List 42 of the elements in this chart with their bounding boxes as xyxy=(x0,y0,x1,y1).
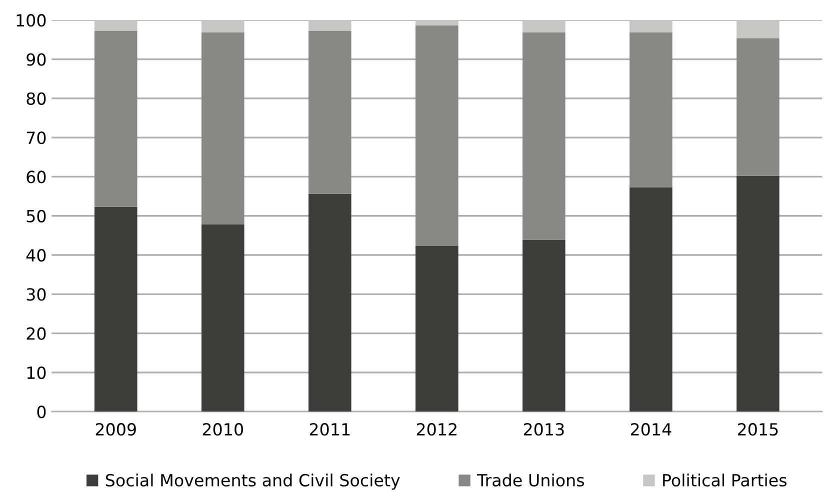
x-tick-label: 2013 xyxy=(524,423,564,436)
y-tick-label: 10 xyxy=(27,366,46,380)
y-tick-label: 90 xyxy=(26,53,46,66)
bar xyxy=(736,38,780,176)
bar xyxy=(94,206,138,412)
bar xyxy=(522,20,566,32)
bar xyxy=(736,20,780,38)
y-tick-label: 0 xyxy=(37,406,46,418)
x-tick-label: 2010 xyxy=(202,423,243,436)
bar xyxy=(630,32,672,188)
y-tick-label: 40 xyxy=(26,248,46,262)
bar xyxy=(522,240,566,412)
x-tick-label: 2009 xyxy=(96,423,136,436)
bar xyxy=(94,31,138,207)
legend-label: Political Parties xyxy=(663,474,786,487)
x-tick-label: 2015 xyxy=(738,423,778,436)
y-tick-label: 100 xyxy=(16,14,46,27)
bar xyxy=(308,194,352,412)
bar xyxy=(201,20,244,32)
x-tick-label: 2014 xyxy=(630,423,672,436)
y-tick-label: 70 xyxy=(26,132,46,144)
x-tick-label: 2012 xyxy=(416,423,456,436)
y-tick-label: 80 xyxy=(26,92,46,105)
bar xyxy=(416,26,458,246)
bar xyxy=(416,20,458,26)
x-tick-label: 2011 xyxy=(310,423,350,436)
y-tick-label: 30 xyxy=(26,288,46,301)
legend-label: Social Movements and Civil Society xyxy=(106,474,400,490)
bar xyxy=(416,246,458,412)
y-tick-label: 20 xyxy=(26,327,46,340)
y-tick-label: 60 xyxy=(26,170,46,184)
bar xyxy=(308,20,352,32)
bar xyxy=(94,20,138,32)
bar xyxy=(630,187,672,412)
y-tick-label: 50 xyxy=(26,210,46,222)
legend-label: Trade Unions xyxy=(477,474,584,487)
bar xyxy=(630,20,672,32)
bar xyxy=(522,32,566,240)
bar xyxy=(736,176,780,412)
bar xyxy=(201,32,244,224)
bar xyxy=(308,31,352,194)
bar xyxy=(201,224,244,412)
